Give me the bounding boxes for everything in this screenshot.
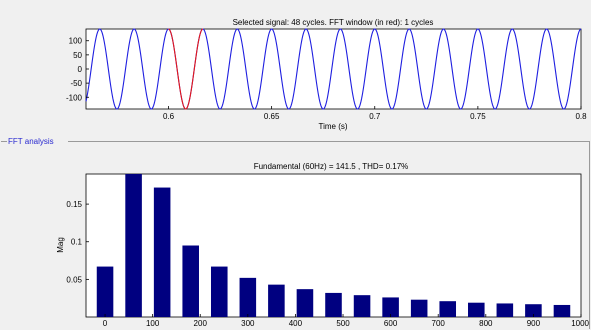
fft-bar	[325, 292, 342, 317]
fft-bar	[239, 277, 257, 317]
signal-ytick-label: -50	[70, 79, 82, 88]
signal-xtick-label: 0.75	[470, 112, 486, 121]
fft-bar	[268, 284, 285, 317]
fft-bar	[353, 295, 371, 317]
fft-xtick-label: 900	[527, 319, 541, 328]
fft-xtick-label: 200	[194, 319, 208, 328]
fft-plot-title: Fundamental (60Hz) = 141.5 , THD= 0.17%	[254, 162, 409, 171]
fft-bar	[182, 245, 199, 317]
fft-ytick-label: 0.1	[71, 238, 83, 247]
fft-group-label: FFT analysis	[8, 137, 54, 146]
signal-xtick-label: 0.7	[369, 112, 381, 121]
signal-ytick-label: -100	[66, 93, 83, 102]
fft-ytick-label: 0.15	[66, 200, 82, 209]
fft-plot-ylabel: Mag	[56, 237, 65, 253]
signal-ytick-label: 100	[69, 37, 83, 46]
fft-xtick-label: 0	[103, 319, 108, 328]
signal-xtick-label: 0.8	[575, 112, 587, 121]
fft-window-series-line	[168, 28, 203, 110]
signal-plot-title: Selected signal: 48 cycles. FFT window (…	[233, 18, 434, 27]
fft-xtick-label: 400	[289, 319, 303, 328]
fft-bar	[525, 304, 542, 317]
fft-bar	[382, 297, 399, 317]
signal-ytick-label: 50	[73, 51, 82, 60]
signal-plot: 0.6 0.65 0.7 0.75 0.8 100 50 0 -50 -100	[66, 28, 587, 121]
fft-bar	[296, 289, 314, 317]
signal-xtick-label: 0.6	[163, 112, 175, 121]
fft-ytick-label: 0.05	[66, 275, 82, 284]
fft-xtick-label: 500	[336, 319, 350, 328]
fft-xtick-label: 700	[432, 319, 446, 328]
fft-xtick-label: 800	[479, 319, 493, 328]
fft-xtick-label: 1000	[571, 319, 589, 328]
fft-bar	[553, 304, 571, 317]
fft-analysis-group: FFT analysis	[1, 137, 590, 329]
signal-xtick-label: 0.65	[264, 112, 280, 121]
fft-bar	[496, 303, 514, 317]
fft-bar	[468, 302, 485, 317]
fft-group-frame	[1, 141, 590, 329]
fft-bar	[439, 301, 457, 317]
signal-ytick-label: 0	[78, 65, 83, 74]
fft-xtick-label: 600	[384, 319, 398, 328]
fft-bar	[96, 266, 114, 317]
fft-bar	[210, 266, 228, 317]
signal-plot-area	[85, 28, 582, 110]
fft-xtick-label: 100	[146, 319, 160, 328]
fft-bar	[153, 187, 171, 317]
signal-plot-xlabel: Time (s)	[318, 122, 347, 131]
fft-bar	[125, 174, 142, 317]
fft-plot: 0 100 200 300 400 500 600 700 800 900 1000 0.15 0.1…	[66, 173, 590, 328]
fft-xtick-label: 300	[241, 319, 255, 328]
fft-bar	[410, 299, 428, 317]
